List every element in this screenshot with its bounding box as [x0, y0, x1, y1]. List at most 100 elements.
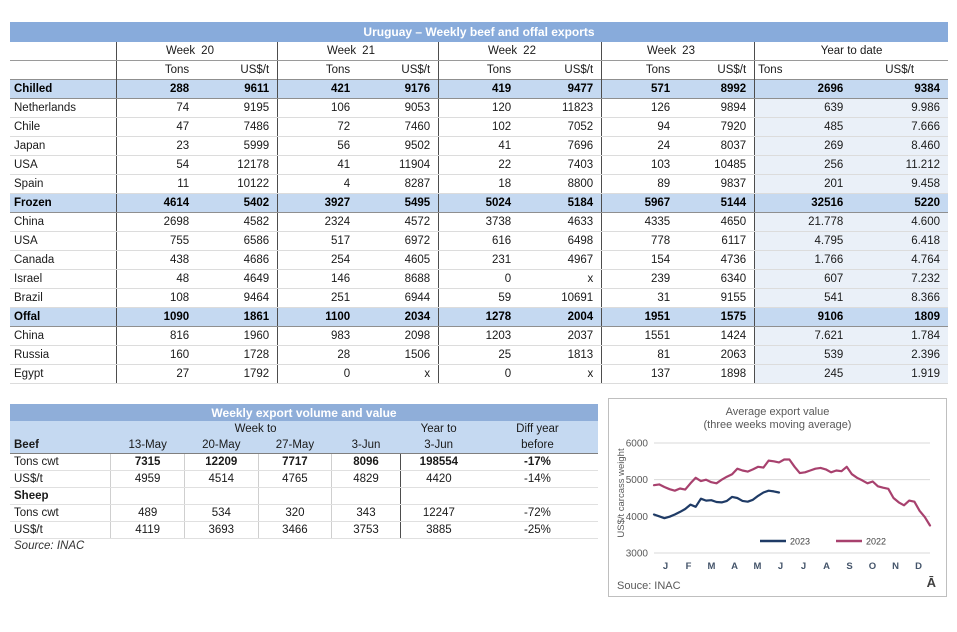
value-cell: 5402	[197, 193, 279, 213]
value-cell: 9464	[197, 288, 279, 308]
table2-title-row: Weekly export volume and value	[10, 404, 598, 421]
value-cell: 4119	[110, 521, 185, 539]
table-row: USA 54 12178 41 11904 22 7403 103 10485 256 11.212	[10, 155, 948, 175]
value-cell: 489	[110, 504, 185, 522]
table-row: USA 755 6586 517 6972 616 6498 778 6117 4.795 6.41…	[10, 231, 948, 251]
row-label: Offal	[10, 307, 118, 327]
value-cell	[476, 487, 598, 505]
corner-cell	[10, 60, 118, 80]
table2-source: Source: INAC	[14, 540, 85, 552]
value-cell: 4.795	[754, 231, 852, 251]
value-cell: 4829	[331, 470, 401, 488]
row-label: China	[10, 212, 118, 232]
value-cell: 12178	[197, 155, 279, 175]
value-cell: 607	[754, 269, 852, 289]
value-cell: 22	[438, 155, 520, 175]
value-cell: 7.666	[851, 117, 948, 137]
x-tick-label: A	[731, 561, 738, 572]
value-cell: 32516	[754, 193, 852, 213]
table-row: Israel 48 4649 146 8688 0 x 239 6340 607 7.232	[10, 269, 948, 289]
value-cell: 9155	[678, 288, 756, 308]
value-cell: 254	[277, 250, 359, 270]
chart-source: Souce: INAC	[617, 580, 681, 592]
value-cell: 54	[116, 155, 198, 175]
value-cell: 419	[438, 79, 520, 99]
row-label: Japan	[10, 136, 118, 156]
value-cell: 3753	[331, 521, 401, 539]
row-label: Israel	[10, 269, 118, 289]
date-header: 13-May	[110, 437, 185, 454]
value-cell: 2034	[358, 307, 440, 327]
row-label: China	[10, 326, 118, 346]
value-cell: 816	[116, 326, 198, 346]
value-cell: 137	[601, 364, 679, 384]
value-cell: 3885	[400, 521, 477, 539]
x-tick-label: S	[846, 561, 852, 572]
x-tick-label: O	[869, 561, 876, 572]
value-cell: 9.986	[851, 98, 948, 118]
value-cell: 0	[438, 269, 520, 289]
value-cell: 5144	[678, 193, 756, 213]
value-cell: 1960	[197, 326, 279, 346]
value-cell: 108	[116, 288, 198, 308]
value-cell: 8.366	[851, 288, 948, 308]
week-number: 23	[678, 42, 756, 61]
tons-header: Tons	[486, 64, 512, 76]
value-cell: 2004	[519, 307, 603, 327]
value-cell: 4959	[110, 470, 185, 488]
value-cell: 983	[277, 326, 359, 346]
value-cell: 9176	[358, 79, 440, 99]
week-label: Week	[116, 42, 198, 61]
value-cell: 4649	[197, 269, 279, 289]
ytd-usd-header: US$/t	[885, 64, 915, 76]
value-cell: 8800	[519, 174, 603, 194]
row-label: Brazil	[10, 288, 118, 308]
value-cell: 11823	[519, 98, 603, 118]
table-row: Spain 11 10122 4 8287 18 8800 89 9837 201 9.458	[10, 174, 948, 194]
value-cell: 9611	[197, 79, 279, 99]
value-cell: 438	[116, 250, 198, 270]
value-cell: 1951	[601, 307, 679, 327]
value-cell: 81	[601, 345, 679, 365]
value-cell: 7460	[358, 117, 440, 137]
value-cell: 154	[601, 250, 679, 270]
date-header: 20-May	[184, 437, 259, 454]
week-label: Week	[601, 42, 679, 61]
value-cell: 288	[116, 79, 198, 99]
empty-cell	[10, 421, 111, 437]
value-cell: 48	[116, 269, 198, 289]
table-row: Chile 47 7486 72 7460 102 7052 94 7920 485 7.666	[10, 117, 948, 137]
week-number: 20	[197, 42, 279, 61]
value-cell: 2.396	[851, 345, 948, 365]
value-cell: 6972	[358, 231, 440, 251]
value-cell: 18	[438, 174, 520, 194]
value-cell: 485	[754, 117, 852, 137]
value-cell: 9384	[851, 79, 948, 99]
value-cell: 1203	[438, 326, 520, 346]
row-label: USA	[10, 231, 118, 251]
table-row: Japan 23 5999 56 9502 41 7696 24 8037 269 8.460	[10, 136, 948, 156]
value-cell: 6340	[678, 269, 756, 289]
value-cell: 1861	[197, 307, 279, 327]
value-cell: -14%	[476, 470, 598, 488]
row-label: Tons cwt	[10, 453, 112, 471]
ytd-header: Year to date	[754, 42, 948, 61]
year-to-header: Year to	[400, 421, 477, 437]
table-row: Russia 160 1728 28 1506 25 1813 81 2063 539 2.396	[10, 345, 948, 365]
value-cell: 11	[116, 174, 198, 194]
value-cell: 5220	[851, 193, 948, 213]
value-cell: 251	[277, 288, 359, 308]
x-tick-label: J	[663, 561, 668, 572]
value-cell: 534	[184, 504, 259, 522]
table-row: Egypt 27 1792 0 x 0 x 137 1898 245 1.919	[10, 364, 948, 384]
value-cell: 3927	[277, 193, 359, 213]
x-tick-label: F	[686, 561, 692, 572]
value-cell: 146	[277, 269, 359, 289]
week-number: 21	[358, 42, 440, 61]
value-cell: 1278	[438, 307, 520, 327]
value-cell: 126	[601, 98, 679, 118]
table-row: Tons cwt 7315 12209 7717 8096 198554 -17%	[10, 453, 598, 471]
value-cell: 4572	[358, 212, 440, 232]
value-cell: 1809	[851, 307, 948, 327]
value-cell	[400, 487, 477, 505]
